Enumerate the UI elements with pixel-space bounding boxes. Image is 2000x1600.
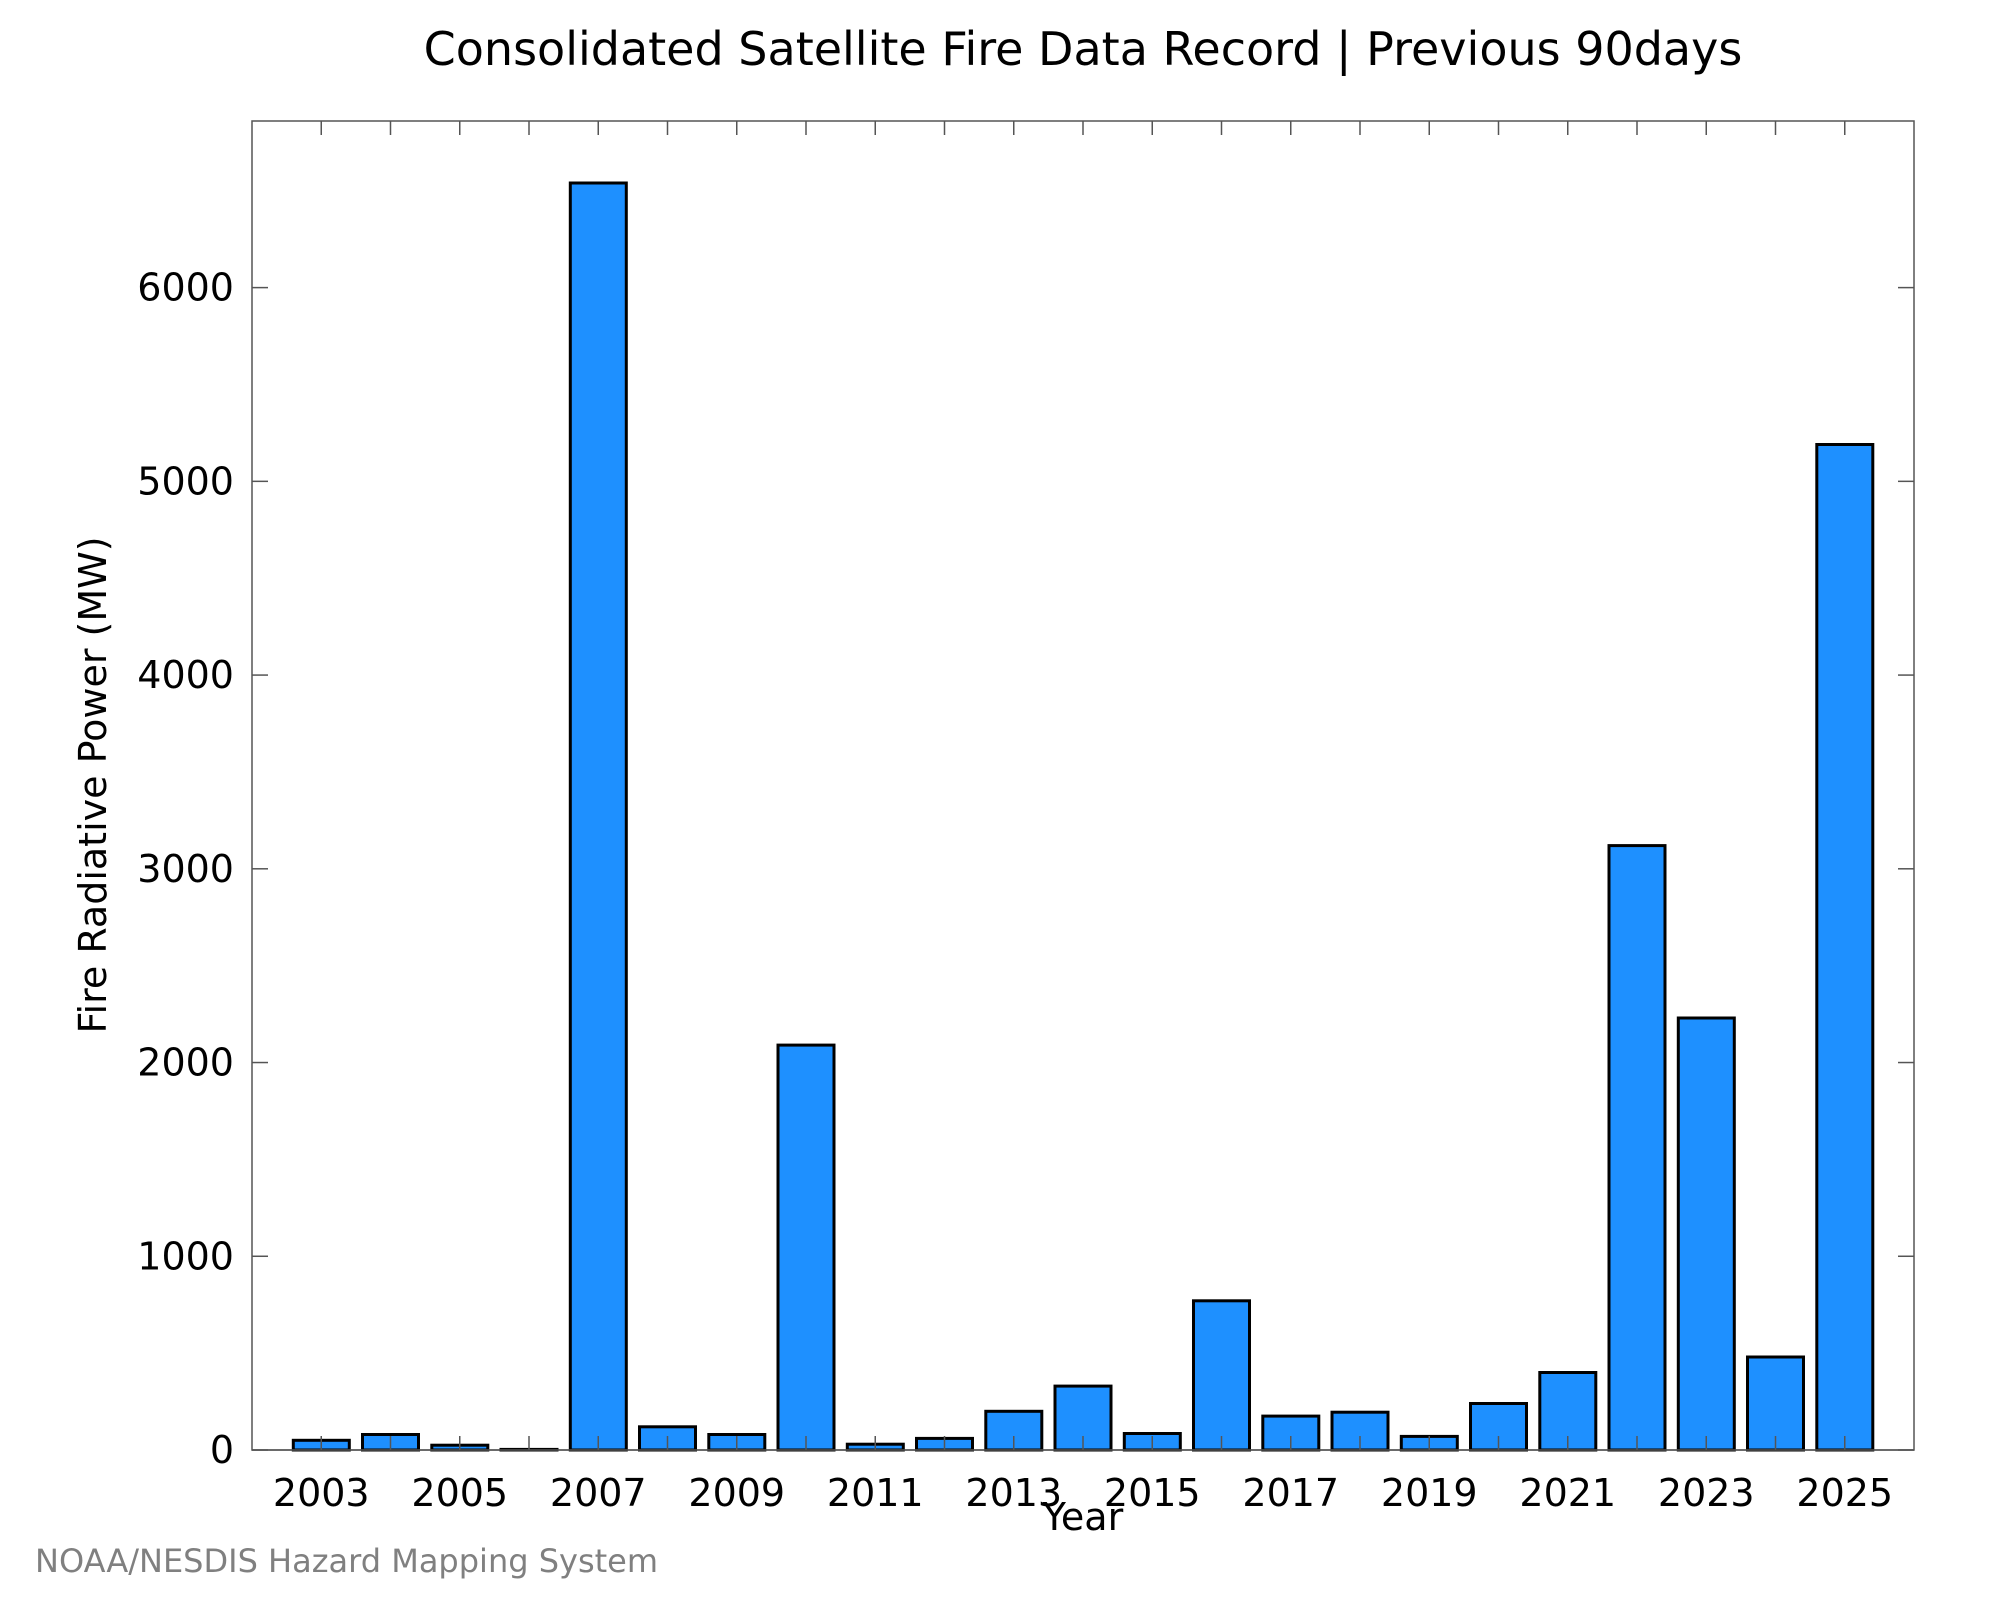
x-tick-label-2005: 2005 (411, 1471, 508, 1515)
y-tick-label-2000: 2000 (137, 1041, 234, 1085)
x-tick-label-2015: 2015 (1104, 1471, 1201, 1515)
bar-2025 (1815, 443, 1875, 1452)
bar-2010 (776, 1043, 836, 1452)
y-axis-label: Fire Radiative Power (MW) (71, 536, 115, 1033)
x-tick-label-2021: 2021 (1519, 1471, 1616, 1515)
x-tick-label-2025: 2025 (1796, 1471, 1893, 1515)
x-tick-label-2007: 2007 (550, 1471, 647, 1515)
y-tick-label-1000: 1000 (137, 1234, 234, 1278)
y-tick-label-6000: 6000 (137, 266, 234, 310)
x-tick-label-2013: 2013 (965, 1471, 1062, 1515)
bar-2024 (1746, 1355, 1805, 1452)
y-tick-label-5000: 5000 (137, 459, 234, 503)
y-tick-label-3000: 3000 (137, 847, 234, 891)
y-tick-label-4000: 4000 (137, 653, 234, 697)
bar-2016 (1192, 1299, 1251, 1452)
x-axis-label: Year (1042, 1495, 1124, 1539)
credit-text: NOAA/NESDIS Hazard Mapping System (35, 1542, 658, 1580)
bars (252, 181, 1914, 1452)
x-tick-label-2019: 2019 (1381, 1471, 1478, 1515)
x-tick-label-2003: 2003 (273, 1471, 370, 1515)
x-tick-label-2023: 2023 (1658, 1471, 1755, 1515)
chart-title: Consolidated Satellite Fire Data Record … (424, 22, 1743, 77)
bar-2022 (1607, 844, 1667, 1452)
x-axis-ticks: 2003 2005 2007 2009 2011 2013 2015 2017 2019 2021… (273, 121, 1893, 1515)
y-tick-label-0: 0 (210, 1428, 234, 1472)
x-tick-label-2011: 2011 (827, 1471, 924, 1515)
bar-2007 (568, 181, 628, 1452)
y-axis-ticks: 0 1000 2000 3000 4000 5000 6000 (137, 266, 1914, 1472)
x-tick-label-2017: 2017 (1242, 1471, 1339, 1515)
bar-2023 (1676, 1016, 1736, 1452)
x-tick-label-2009: 2009 (688, 1471, 785, 1515)
